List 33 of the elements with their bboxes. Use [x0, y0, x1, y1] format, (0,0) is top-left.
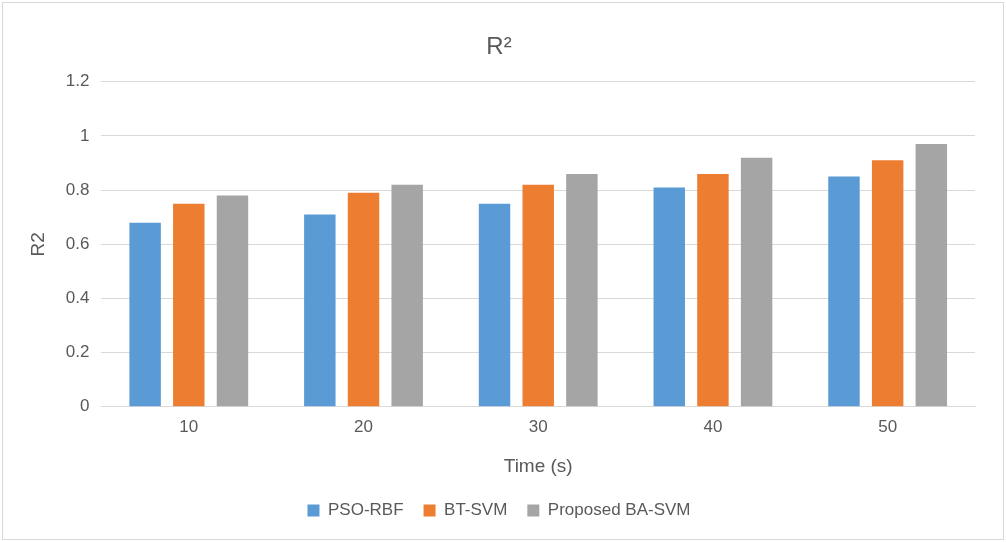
y-tick-label: 0.6 — [65, 233, 90, 253]
bar — [697, 173, 729, 407]
y-tick-label: 1 — [79, 125, 90, 145]
bar — [173, 203, 205, 407]
y-tick-label: 0 — [79, 396, 90, 416]
bar — [566, 173, 598, 407]
bar — [478, 203, 511, 407]
legend-label: BT-SVM — [444, 500, 508, 520]
y-tick-label: 0.4 — [65, 288, 90, 308]
legend-label: Proposed BA-SVM — [547, 500, 691, 520]
bar — [347, 192, 380, 407]
bar — [871, 160, 904, 407]
y-tick-label: 1.2 — [65, 71, 90, 91]
legend-label: PSO-RBF — [327, 500, 404, 520]
x-tick-label: 50 — [878, 416, 898, 436]
bar — [216, 195, 249, 407]
bar — [653, 187, 685, 407]
bar — [522, 184, 554, 407]
bar — [129, 222, 161, 407]
x-tick-label: 20 — [354, 416, 373, 436]
x-axis-title: Time (s) — [503, 454, 573, 476]
bar — [828, 176, 860, 407]
x-tick-label: 30 — [528, 416, 548, 436]
y-tick-label: 0.2 — [65, 342, 90, 362]
bar — [391, 184, 423, 407]
chart-title: R² — [486, 32, 512, 60]
bar — [915, 144, 948, 407]
x-tick-label: 10 — [179, 416, 199, 436]
x-tick-label: 40 — [703, 416, 723, 436]
bar — [740, 157, 773, 407]
bar — [304, 214, 336, 407]
y-axis-title: R2 — [26, 232, 48, 257]
y-tick-label: 0.8 — [65, 179, 90, 199]
